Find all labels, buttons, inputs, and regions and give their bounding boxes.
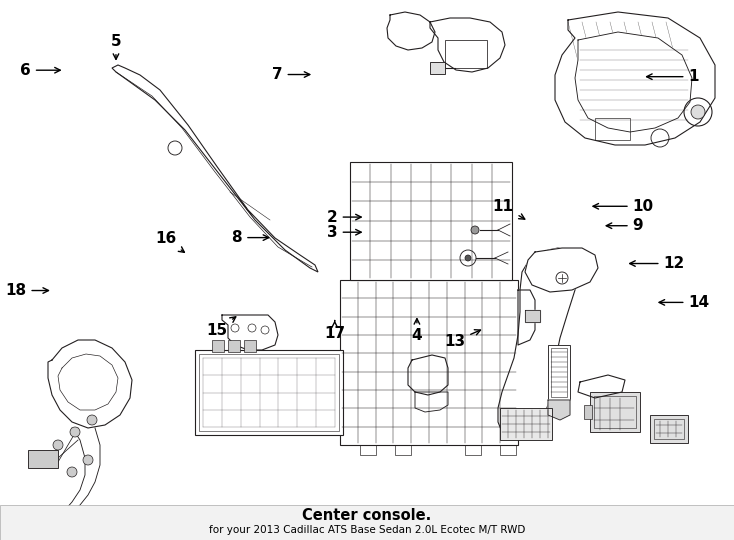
Bar xyxy=(584,405,592,419)
Bar xyxy=(500,445,516,455)
Bar xyxy=(595,118,630,140)
Circle shape xyxy=(70,427,80,437)
Polygon shape xyxy=(525,248,598,292)
Text: 11: 11 xyxy=(493,199,525,219)
Text: 9: 9 xyxy=(606,218,643,233)
Bar xyxy=(244,340,256,352)
Bar xyxy=(654,419,684,439)
Bar xyxy=(548,345,570,400)
Text: for your 2013 Cadillac ATS Base Sedan 2.0L Ecotec M/T RWD: for your 2013 Cadillac ATS Base Sedan 2.… xyxy=(208,525,526,535)
Bar xyxy=(430,62,445,74)
Bar xyxy=(195,350,343,435)
Bar xyxy=(350,162,512,280)
Text: 8: 8 xyxy=(232,230,269,245)
Polygon shape xyxy=(430,18,505,72)
Polygon shape xyxy=(222,315,278,350)
Circle shape xyxy=(83,455,93,465)
Polygon shape xyxy=(408,355,448,395)
Bar xyxy=(212,340,224,352)
Polygon shape xyxy=(415,392,448,412)
Bar xyxy=(199,354,339,431)
Text: 12: 12 xyxy=(630,256,685,271)
Polygon shape xyxy=(525,310,540,322)
Circle shape xyxy=(465,255,471,261)
Text: 6: 6 xyxy=(20,63,60,78)
Polygon shape xyxy=(48,340,132,428)
Circle shape xyxy=(87,415,97,425)
Circle shape xyxy=(53,440,63,450)
Bar xyxy=(594,396,636,428)
Bar xyxy=(551,348,567,397)
Polygon shape xyxy=(575,32,692,132)
Bar xyxy=(590,392,640,432)
Polygon shape xyxy=(518,290,535,345)
Bar xyxy=(228,340,240,352)
Bar xyxy=(0,505,734,540)
Text: 10: 10 xyxy=(593,199,654,214)
Text: 16: 16 xyxy=(155,231,184,252)
Polygon shape xyxy=(112,65,318,272)
Bar xyxy=(395,445,411,455)
Text: 14: 14 xyxy=(659,295,710,310)
Text: 3: 3 xyxy=(327,225,361,240)
Bar xyxy=(445,40,487,68)
Polygon shape xyxy=(498,248,578,438)
Bar xyxy=(650,415,688,443)
Circle shape xyxy=(556,272,568,284)
Text: Center console.: Center console. xyxy=(302,509,432,523)
Bar xyxy=(465,445,481,455)
Text: 15: 15 xyxy=(206,317,236,338)
Polygon shape xyxy=(387,12,435,50)
Bar xyxy=(28,450,58,468)
Bar xyxy=(340,280,518,445)
Text: 1: 1 xyxy=(647,69,699,84)
Text: 7: 7 xyxy=(272,67,310,82)
Polygon shape xyxy=(62,510,85,528)
Circle shape xyxy=(67,467,77,477)
Bar xyxy=(360,445,376,455)
Text: 13: 13 xyxy=(444,330,481,349)
Polygon shape xyxy=(548,400,570,420)
Text: 2: 2 xyxy=(327,210,361,225)
Text: 17: 17 xyxy=(324,321,345,341)
Circle shape xyxy=(691,105,705,119)
Bar xyxy=(500,408,552,440)
Polygon shape xyxy=(555,12,715,145)
Text: 5: 5 xyxy=(111,34,121,59)
Circle shape xyxy=(471,226,479,234)
Text: 4: 4 xyxy=(412,319,422,343)
Polygon shape xyxy=(578,375,625,398)
Text: 18: 18 xyxy=(5,283,48,298)
